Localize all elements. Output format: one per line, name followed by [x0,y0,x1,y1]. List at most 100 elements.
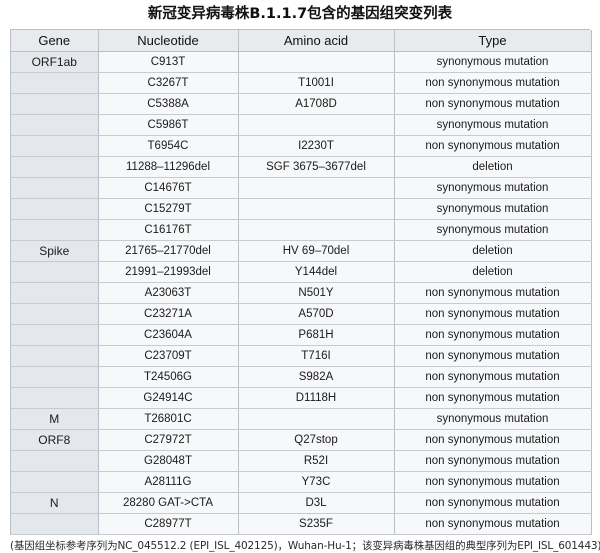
cell-nucleotide: C23709T [98,345,239,367]
cell-amino-acid [238,408,395,430]
cell-type: non synonymous mutation [394,513,592,535]
cell-type: non synonymous mutation [394,324,592,346]
table-row: M T26801C synonymous mutation [11,408,592,430]
cell-nucleotide: C3267T [98,72,239,94]
table-row: ORF1ab C913T synonymous mutation [11,51,592,73]
cell-amino-acid: T1001I [238,72,395,94]
cell-gene [11,450,99,472]
cell-amino-acid: P681H [238,324,395,346]
cell-gene [11,366,99,388]
cell-type: synonymous mutation [394,177,592,199]
cell-type: synonymous mutation [394,219,592,241]
table-body: ORF1ab C913T synonymous mutation C3267T T100… [11,51,592,535]
cell-amino-acid [238,51,395,73]
cell-nucleotide: C28977T [98,513,239,535]
cell-gene: ORF1ab [11,51,99,73]
cell-amino-acid [238,219,395,241]
cell-nucleotide: 21765–21770del [98,240,239,262]
cell-amino-acid: HV 69–70del [238,240,395,262]
cell-type: non synonymous mutation [394,492,592,514]
table-row: C23604A P681H non synonymous mutation [11,324,592,346]
cell-amino-acid: S235F [238,513,395,535]
cell-type: synonymous mutation [394,114,592,136]
cell-nucleotide: 28280 GAT->CTA [98,492,239,514]
cell-amino-acid: I2230T [238,135,395,157]
table-row: ORF8 C27972T Q27stop non synonymous mutatio… [11,429,592,451]
table-row: 11288–11296del SGF 3675–3677del deletion [11,156,592,178]
table-row: C28977T S235F non synonymous mutation [11,513,592,535]
cell-amino-acid: D1118H [238,387,395,409]
cell-gene [11,156,99,178]
cell-amino-acid [238,177,395,199]
table-row: C14676T synonymous mutation [11,177,592,199]
table-row: T6954C I2230T non synonymous mutation [11,135,592,157]
cell-nucleotide: C23271A [98,303,239,325]
cell-nucleotide: G24914C [98,387,239,409]
cell-gene [11,282,99,304]
cell-gene [11,93,99,115]
cell-nucleotide: T26801C [98,408,239,430]
column-header-type: Type [394,30,592,52]
cell-amino-acid [238,198,395,220]
cell-type: synonymous mutation [394,51,592,73]
cell-gene [11,387,99,409]
cell-type: non synonymous mutation [394,345,592,367]
column-header-nucleotide: Nucleotide [98,30,239,52]
cell-nucleotide: C5388A [98,93,239,115]
cell-gene: Spike [11,240,99,262]
mutation-table: Gene Nucleotide Amino acid Type ORF1ab C9… [11,30,592,535]
cell-nucleotide: C14676T [98,177,239,199]
cell-gene [11,471,99,493]
mutation-table-container: Gene Nucleotide Amino acid Type ORF1ab C9… [10,29,592,535]
cell-gene [11,72,99,94]
cell-type: non synonymous mutation [394,429,592,451]
cell-amino-acid [238,114,395,136]
cell-type: non synonymous mutation [394,93,592,115]
cell-type: synonymous mutation [394,408,592,430]
cell-amino-acid: R52I [238,450,395,472]
cell-gene: N [11,492,99,514]
cell-type: non synonymous mutation [394,303,592,325]
cell-type: deletion [394,261,592,283]
cell-nucleotide: C15279T [98,198,239,220]
table-header-row: Gene Nucleotide Amino acid Type [11,30,592,52]
cell-nucleotide: A28111G [98,471,239,493]
table-row: C15279T synonymous mutation [11,198,592,220]
table-row: A28111G Y73C non synonymous mutation [11,471,592,493]
table-row: G24914C D1118H non synonymous mutation [11,387,592,409]
table-row: C5986T synonymous mutation [11,114,592,136]
cell-amino-acid: D3L [238,492,395,514]
table-row: C23709T T716I non synonymous mutation [11,345,592,367]
table-row: C16176T synonymous mutation [11,219,592,241]
cell-type: non synonymous mutation [394,387,592,409]
table-row: C23271A A570D non synonymous mutation [11,303,592,325]
cell-gene [11,345,99,367]
table-row: C3267T T1001I non synonymous mutation [11,72,592,94]
table-row: Spike 21765–21770del HV 69–70del deletion [11,240,592,262]
cell-type: non synonymous mutation [394,135,592,157]
mutation-table-page: 新冠变异病毒株B.1.1.7包含的基因组突变列表 Gene Nucleotide… [10,6,600,552]
page-title: 新冠变异病毒株B.1.1.7包含的基因组突变列表 [147,6,453,22]
cell-amino-acid: S982A [238,366,395,388]
cell-gene: M [11,408,99,430]
cell-gene [11,513,99,535]
column-header-amino-acid: Amino acid [238,30,395,52]
cell-gene [11,303,99,325]
cell-gene [11,261,99,283]
cell-nucleotide: C16176T [98,219,239,241]
cell-type: non synonymous mutation [394,366,592,388]
cell-amino-acid: Y73C [238,471,395,493]
table-row: N 28280 GAT->CTA D3L non synonymous mutatio… [11,492,592,514]
table-row: C5388A A1708D non synonymous mutation [11,93,592,115]
cell-nucleotide: C5986T [98,114,239,136]
cell-type: synonymous mutation [394,198,592,220]
cell-type: non synonymous mutation [394,72,592,94]
cell-gene [11,219,99,241]
cell-type: non synonymous mutation [394,471,592,493]
table-row: T24506G S982A non synonymous mutation [11,366,592,388]
cell-amino-acid: Y144del [238,261,395,283]
cell-amino-acid: A1708D [238,93,395,115]
table-row: G28048T R52I non synonymous mutation [11,450,592,472]
table-row: 21991–21993del Y144del deletion [11,261,592,283]
cell-nucleotide: C23604A [98,324,239,346]
